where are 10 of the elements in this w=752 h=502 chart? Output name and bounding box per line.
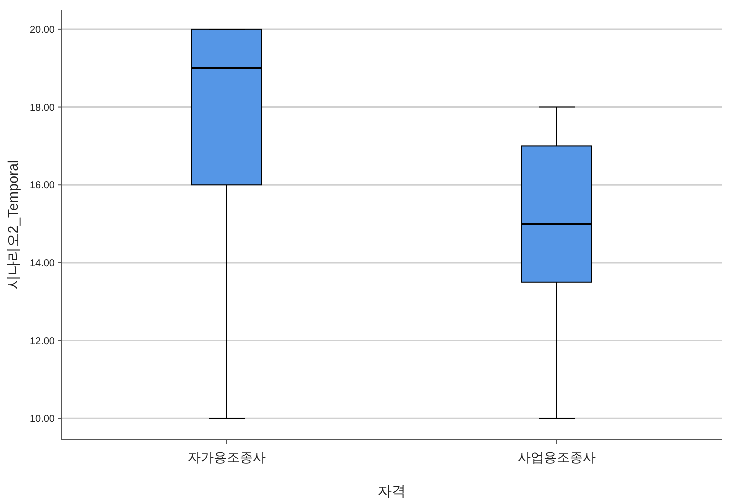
- y-tick-label: 20.00: [30, 24, 56, 36]
- y-tick-label: 14.00: [30, 258, 56, 270]
- y-axis-title: 시나리오2_Temporal: [5, 160, 21, 290]
- x-tick-label: 사업용조종사: [518, 450, 596, 465]
- x-tick-label: 자가용조종사: [188, 450, 266, 465]
- y-tick-label: 10.00: [30, 414, 56, 426]
- y-tick-label: 12.00: [30, 336, 56, 348]
- y-tick-label: 16.00: [30, 180, 56, 192]
- y-tick-label: 18.00: [30, 102, 56, 114]
- x-axis-title: 자격: [378, 483, 406, 499]
